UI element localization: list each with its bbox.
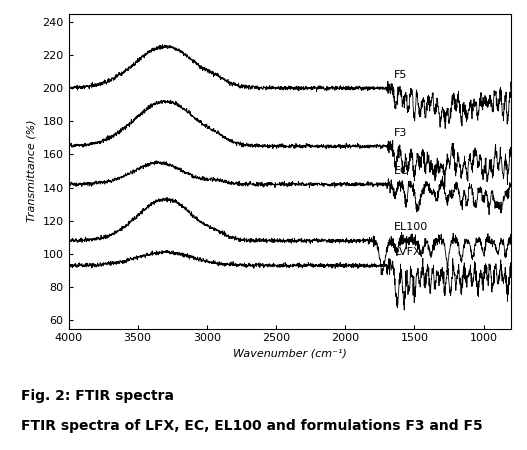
- Text: Fig. 2: FTIR spectra: Fig. 2: FTIR spectra: [21, 389, 174, 403]
- Text: LVFX: LVFX: [395, 247, 422, 257]
- Text: EL100: EL100: [394, 222, 428, 232]
- X-axis label: Wavenumber (cm⁻¹): Wavenumber (cm⁻¹): [233, 349, 347, 359]
- Y-axis label: Transmittance (%): Transmittance (%): [27, 120, 37, 222]
- Text: F3: F3: [394, 128, 407, 138]
- Text: EC: EC: [394, 166, 408, 176]
- Text: FTIR spectra of LFX, EC, EL100 and formulations F3 and F5: FTIR spectra of LFX, EC, EL100 and formu…: [21, 419, 483, 433]
- Text: F5: F5: [394, 70, 407, 80]
